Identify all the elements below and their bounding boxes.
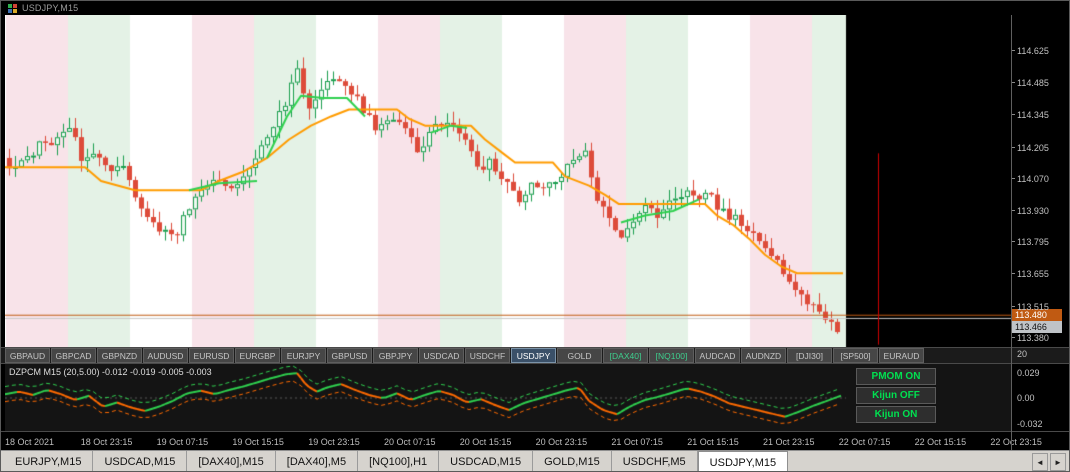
price-axis[interactable]: 113.480 113.466 114.625 114.485 114.345 114… [1012, 15, 1069, 347]
chart-tab-nq100-h1[interactable]: [NQ100],H1 [358, 451, 440, 471]
symbol-tab-usdcad[interactable]: USDCAD [419, 348, 464, 363]
time-axis-label: 22 Oct 07:15 [838, 437, 891, 447]
indicator-scale-label: 0.029 [1017, 368, 1040, 379]
indicator-canvas[interactable] [5, 364, 1011, 431]
time-axis-label: 22 Oct 15:15 [914, 437, 967, 447]
symbol-tab-audcad[interactable]: AUDCAD [695, 348, 740, 363]
chart-tab-dax40-m5[interactable]: [DAX40],M5 [276, 451, 359, 471]
symbol-tab-gbpjpy[interactable]: GBPJPY [373, 348, 418, 363]
time-axis-label: 21 Oct 07:15 [611, 437, 663, 447]
symbol-tab-usdjpy[interactable]: USDJPY [511, 348, 556, 363]
chart-title: USDJPY,M15 [22, 3, 79, 13]
symbol-tab-gbpusd[interactable]: GBPUSD [327, 348, 372, 363]
time-axis-label: 20 Oct 23:15 [535, 437, 588, 447]
chart-tabs-scroll: ◄ ► [1032, 453, 1066, 471]
price-chart-canvas[interactable] [5, 15, 1011, 347]
price-axis-label: 113.930 [1012, 205, 1049, 216]
symbol-tab-sp500[interactable]: [SP500] [833, 348, 878, 363]
time-axis-label: 19 Oct 15:15 [232, 437, 284, 447]
indicator-buttons: PMOM ON Kijun OFF Kijun ON [856, 368, 936, 423]
time-axis-label: 22 Oct 23:15 [990, 437, 1042, 447]
chart-tab-usdchf-m5[interactable]: USDCHF,M5 [612, 451, 698, 471]
time-axis-label: 21 Oct 23:15 [763, 437, 815, 447]
price-axis-label: 113.655 [1012, 269, 1049, 280]
symbol-tab-gold[interactable]: GOLD [557, 348, 602, 363]
time-axis-label: 18 Oct 2021 [5, 437, 55, 447]
symbol-tab-dax40[interactable]: [DAX40] [603, 348, 648, 363]
symbol-tab-dji30[interactable]: [DJI30] [787, 348, 832, 363]
time-axis[interactable]: 18 Oct 2021 18 Oct 23:15 19 Oct 07:15 19 Oc… [1, 431, 1069, 450]
price-axis-label: 114.070 [1012, 173, 1049, 184]
time-axis-label: 20 Oct 07:15 [384, 437, 436, 447]
chart-title-bar: USDJPY,M15 [1, 1, 1069, 15]
time-axis-label: 21 Oct 15:15 [687, 437, 739, 447]
time-axis-label: 18 Oct 23:15 [80, 437, 133, 447]
indicator-name-label: DZPCM M15 (20,5.00) -0.012 -0.019 -0.005… [9, 367, 212, 377]
price-axis-label: 114.485 [1012, 78, 1049, 88]
chart-tab-eurjpy-m15[interactable]: EURJPY,M15 [4, 451, 94, 471]
symbol-tab-euraud[interactable]: EURAUD [879, 348, 924, 363]
kijun-on-toggle-button[interactable]: Kijun ON [856, 406, 936, 423]
tabs-scroll-left-button[interactable]: ◄ [1032, 453, 1048, 471]
chart-tab-usdjpy-m15[interactable]: USDJPY,M15 [697, 451, 789, 471]
symbol-tab-usdchf[interactable]: USDCHF [465, 348, 510, 363]
bid-price-label: 113.466 [1012, 321, 1062, 334]
tabs-scroll-right-button[interactable]: ► [1050, 453, 1066, 471]
price-axis-divider [1011, 15, 1012, 450]
chart-tabs-bar: EURJPY,M15 USDCAD,M15 [DAX40],M15 [DAX40],M… [1, 450, 1069, 471]
chart-tab-gold-m15[interactable]: GOLD,M15 [533, 451, 612, 471]
time-axis-label: 20 Oct 15:15 [459, 437, 512, 447]
symbol-tab-gbpnzd[interactable]: GBPNZD [97, 348, 142, 363]
time-axis-label: 19 Oct 23:15 [308, 437, 360, 447]
symbol-tab-nq100[interactable]: [NQ100] [649, 348, 694, 363]
indicator-scale-label: 0.00 [1017, 392, 1035, 403]
symbol-tab-bar: GBPAUD GBPCAD GBPNZD AUDUSD EURUSD EURGBP EURJ… [1, 347, 1069, 364]
price-axis-label: 113.380 [1012, 332, 1049, 343]
symbol-tab-audnzd[interactable]: AUDNZD [741, 348, 786, 363]
ask-price-label: 113.480 [1012, 309, 1062, 322]
price-axis-label: 114.625 [1012, 45, 1049, 56]
price-axis-label: 114.205 [1012, 142, 1049, 153]
price-axis-label: 113.795 [1012, 237, 1049, 248]
chart-tab-usdcad-m15[interactable]: USDCAD,M15 [93, 451, 188, 471]
symbol-tab-eurusd[interactable]: EURUSD [189, 348, 234, 363]
price-axis-partial-label: 20 [1017, 349, 1028, 359]
symbol-tab-eurjpy[interactable]: EURJPY [281, 348, 326, 363]
symbol-tab-gbpcad[interactable]: GBPCAD [51, 348, 96, 363]
symbol-tab-audusd[interactable]: AUDUSD [143, 348, 188, 363]
indicator-scale-label: -0.032 [1017, 419, 1043, 430]
symbol-tab-gbpaud[interactable]: GBPAUD [5, 348, 50, 363]
time-axis-label: 19 Oct 07:15 [156, 437, 209, 447]
indicator-subwindow: DZPCM M15 (20,5.00) -0.012 -0.019 -0.005… [1, 364, 1069, 431]
pmom-on-toggle-button[interactable]: PMOM ON [856, 368, 936, 385]
symbol-tab-eurgbp[interactable]: EURGBP [235, 348, 280, 363]
chart-icon [8, 3, 17, 13]
kijun-off-toggle-button[interactable]: Kijun OFF [856, 387, 936, 404]
price-axis-label: 114.345 [1012, 110, 1049, 121]
chart-tab-dax40-m15[interactable]: [DAX40],M15 [187, 451, 276, 471]
chart-area: 113.480 113.466 114.625 114.485 114.345 114… [1, 15, 1069, 347]
chart-tab-usdcad-m15[interactable]: USDCAD,M15 [439, 451, 534, 471]
price-axis-label: 113.515 [1012, 301, 1049, 312]
